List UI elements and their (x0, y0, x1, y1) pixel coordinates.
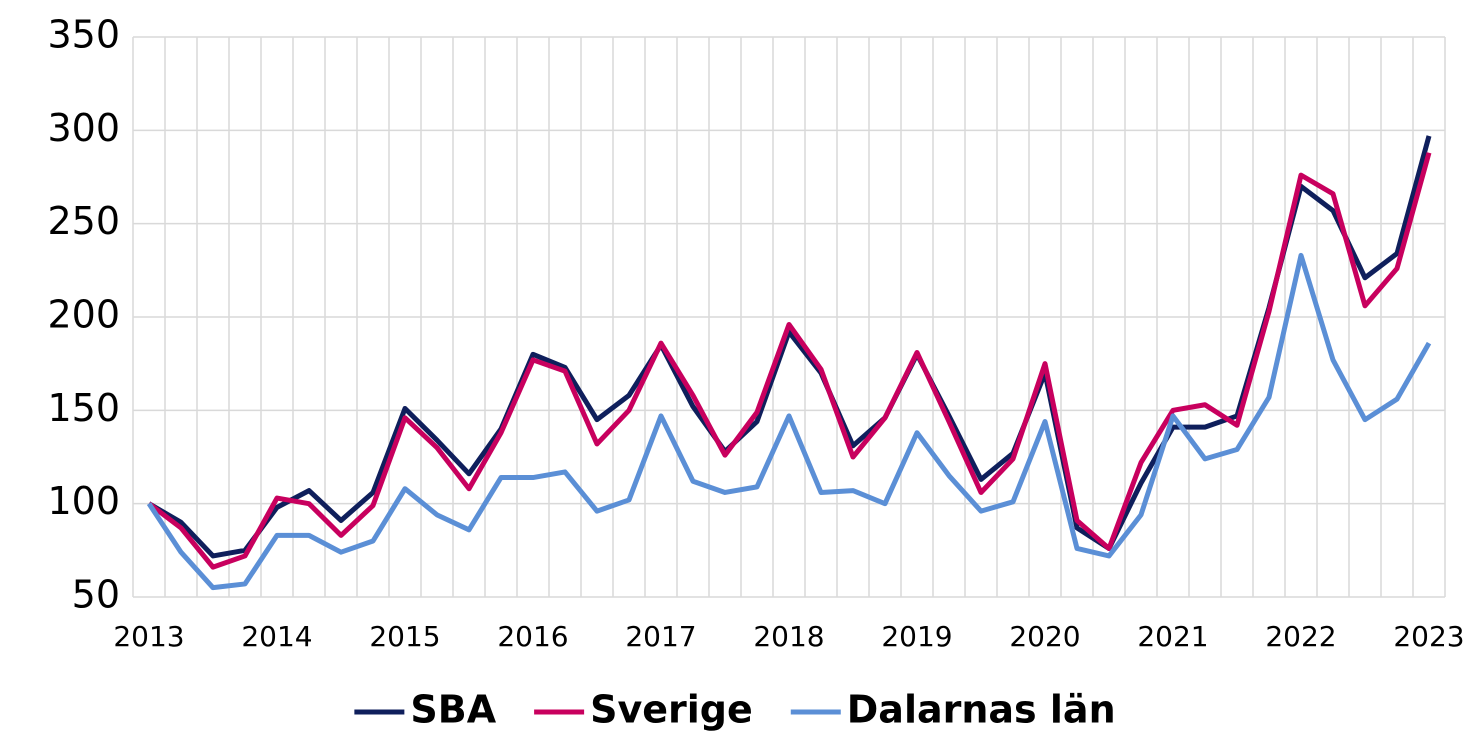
x-tick-label: 2019 (881, 620, 952, 653)
series-line (147, 135, 1432, 559)
y-tick-label: 350 (47, 13, 120, 57)
y-tick-label: 250 (47, 199, 120, 243)
series-line (147, 152, 1432, 570)
x-tick-label: 2014 (241, 620, 312, 653)
y-tick-label: 150 (47, 386, 120, 430)
x-tick-label: 2020 (1009, 620, 1080, 653)
y-tick-label: 300 (47, 106, 120, 150)
legend-label: Sverige (590, 688, 753, 732)
x-tick-label: 2017 (625, 620, 696, 653)
legend-label: Dalarnas län (847, 688, 1116, 732)
x-tick-label: 2016 (497, 620, 568, 653)
y-tick-label: 200 (47, 293, 120, 337)
x-tick-label: 2021 (1137, 620, 1208, 653)
legend-label: SBA (410, 688, 496, 732)
x-tick-label: 2022 (1265, 620, 1336, 653)
x-tick-label: 2015 (369, 620, 440, 653)
x-tick-label: 2013 (113, 620, 184, 653)
y-tick-label: 100 (47, 479, 120, 523)
x-tick-label: 2018 (753, 620, 824, 653)
y-tick-label: 50 (72, 573, 120, 617)
x-tick-label: 2023 (1393, 620, 1464, 653)
series-line (146, 252, 1432, 591)
